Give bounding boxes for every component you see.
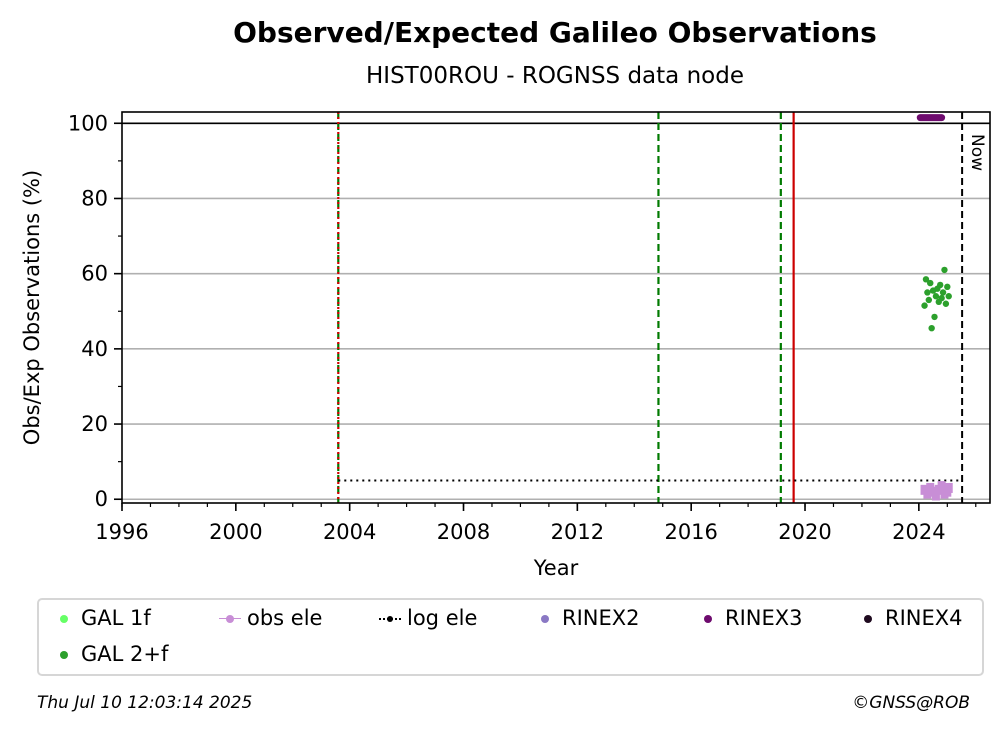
series-point-gal-2f (941, 266, 948, 274)
series-point-gal-2f (931, 313, 938, 321)
legend-label: GAL 1f (81, 606, 151, 630)
series-point-gal-2f (945, 293, 952, 300)
series-point-gal-2f (925, 296, 933, 304)
series-point-gal-2f (924, 289, 931, 296)
series-point-gal-2f (921, 302, 928, 309)
y-tick-label: 100 (68, 111, 108, 135)
legend-marker (53, 614, 75, 624)
legend-item-rinex2: RINEX2 (534, 606, 640, 630)
credit: ©GNSS@ROB (852, 693, 970, 713)
legend-label: RINEX4 (885, 606, 963, 630)
series-point-obs-ele (923, 488, 932, 499)
y-tick-label: 60 (81, 262, 108, 286)
legend-label: RINEX3 (725, 606, 803, 630)
legend-marker (857, 614, 879, 624)
legend-label: log ele (407, 606, 478, 630)
series-point-gal-2f (939, 289, 947, 296)
series-point-obs-ele (937, 481, 946, 492)
series-point-gal-2f (938, 294, 945, 302)
y-tick-label: 20 (81, 412, 108, 436)
series-point-gal-2f (942, 300, 950, 307)
series-point-obs-ele (931, 490, 940, 501)
axes-frame (121, 111, 991, 504)
x-tick-label: 2012 (551, 520, 604, 544)
series-point-gal-2f (932, 293, 940, 300)
x-tick-label: 2008 (437, 520, 490, 544)
legend-item-gal-1f: GAL 1f (53, 606, 151, 630)
series-point-obs-ele (944, 482, 953, 493)
series-point-gal-2f (928, 324, 935, 332)
legend-item-rinex4: RINEX4 (857, 606, 963, 630)
legend-marker (53, 650, 75, 660)
y-axis-label: Obs/Exp Observations (%) (20, 170, 44, 445)
legend-item-obs-ele: obs ele (219, 606, 322, 630)
legend-label: GAL 2+f (81, 642, 169, 666)
series-point-gal-2f (927, 279, 934, 287)
y-tick-label: 0 (95, 487, 108, 511)
legend-marker (219, 614, 241, 624)
series-point-gal-2f (922, 276, 930, 283)
legend-marker (697, 614, 719, 624)
legend-item-gal-2f: GAL 2+f (53, 642, 168, 666)
legend-marker (534, 614, 556, 624)
legend: GAL 1f obs ele log ele RINEX2 RINEX3 RIN… (37, 598, 984, 676)
x-tick-label: 1996 (95, 520, 148, 544)
legend-item-rinex3: RINEX3 (697, 606, 803, 630)
x-tick-label: 2024 (892, 520, 945, 544)
legend-item-log-ele: log ele (379, 606, 477, 630)
timestamp: Thu Jul 10 12:03:14 2025 (37, 693, 253, 713)
x-axis-label: Year (533, 556, 579, 580)
x-tick-label: 2004 (323, 520, 376, 544)
y-tick-label: 40 (81, 337, 108, 361)
now-label: Now (967, 134, 987, 171)
x-tick-label: 2000 (209, 520, 262, 544)
chart-subtitle: HIST00ROU - ROGNSS data node (366, 63, 744, 89)
legend-marker (379, 614, 401, 624)
legend-label: obs ele (247, 606, 323, 630)
x-tick-label: 2020 (778, 520, 831, 544)
x-tick-label: 2016 (664, 520, 717, 544)
series-point-gal-2f (936, 281, 944, 289)
series-point-gal-2f (944, 283, 951, 291)
y-tick-label: 80 (81, 186, 108, 210)
legend-label: RINEX2 (562, 606, 640, 630)
chart-title: Observed/Expected Galileo Observations (233, 16, 877, 49)
